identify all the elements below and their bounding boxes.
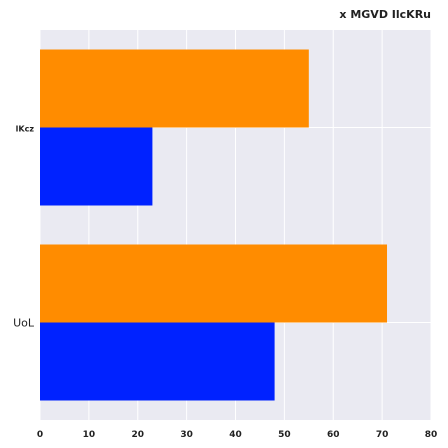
x-tick-label: 80 — [425, 430, 438, 440]
x-tick-label: 10 — [83, 430, 96, 440]
category-label: UoL — [13, 317, 35, 330]
x-tick-label: 20 — [131, 430, 144, 440]
x-tick-label: 60 — [327, 430, 340, 440]
category-labels: lKcz UoL — [13, 125, 35, 330]
x-tick-label: 50 — [278, 430, 291, 440]
bars — [40, 49, 388, 401]
x-tick-label: 70 — [376, 430, 389, 440]
x-axis-ticks: 0 10 20 30 40 50 60 70 80 — [37, 430, 437, 440]
chart-title: x MGVD IlcKRu — [339, 8, 431, 21]
bar-UoL-series-1 — [40, 322, 275, 401]
bar-UoL-series-0 — [40, 244, 388, 323]
x-tick-label: 40 — [229, 430, 242, 440]
bar-lKcz-series-0 — [40, 49, 309, 128]
x-tick-label: 30 — [180, 430, 193, 440]
bar-lKcz-series-1 — [40, 127, 153, 206]
category-label: lKcz — [16, 125, 35, 134]
x-tick-label: 0 — [37, 430, 43, 440]
